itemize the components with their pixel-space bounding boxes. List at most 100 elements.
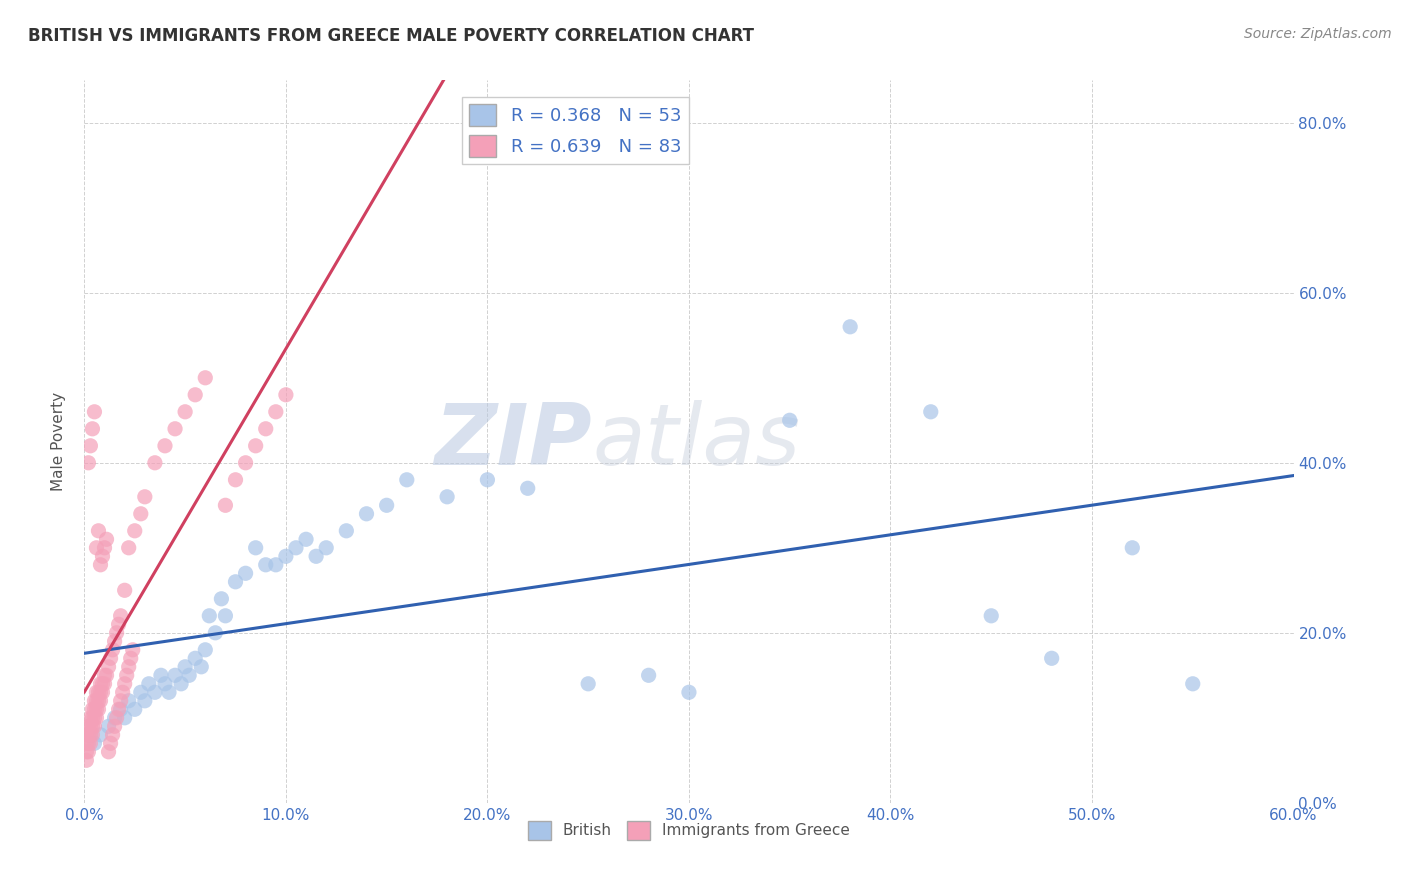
Point <box>114 711 136 725</box>
Point <box>194 642 217 657</box>
Point <box>124 524 146 538</box>
Point <box>118 694 141 708</box>
Point <box>118 541 141 555</box>
Point <box>82 711 104 725</box>
Point <box>83 405 105 419</box>
Point <box>235 566 257 581</box>
Point <box>157 685 180 699</box>
Point <box>315 541 337 555</box>
Text: atlas: atlas <box>592 400 800 483</box>
Text: BRITISH VS IMMIGRANTS FROM GREECE MALE POVERTY CORRELATION CHART: BRITISH VS IMMIGRANTS FROM GREECE MALE P… <box>28 27 754 45</box>
Point <box>75 736 97 750</box>
Point <box>134 694 156 708</box>
Point <box>100 651 122 665</box>
Point <box>107 702 129 716</box>
Point <box>91 549 114 564</box>
Point <box>111 685 134 699</box>
Point <box>110 702 132 716</box>
Point <box>920 405 942 419</box>
Point <box>79 439 101 453</box>
Point <box>165 668 187 682</box>
Text: Source: ZipAtlas.com: Source: ZipAtlas.com <box>1244 27 1392 41</box>
Point <box>104 719 127 733</box>
Point <box>89 677 111 691</box>
Point <box>245 541 267 555</box>
Point <box>170 677 193 691</box>
Point <box>93 541 115 555</box>
Point <box>174 660 197 674</box>
Text: ZIP: ZIP <box>434 400 592 483</box>
Point <box>83 711 105 725</box>
Point <box>395 473 418 487</box>
Point <box>93 677 115 691</box>
Point <box>204 625 226 640</box>
Point <box>254 558 277 572</box>
Point <box>225 473 247 487</box>
Point <box>335 524 357 538</box>
Point <box>97 745 120 759</box>
Point <box>87 524 110 538</box>
Point <box>129 507 152 521</box>
Point <box>86 694 108 708</box>
Point <box>174 405 197 419</box>
Point <box>75 728 97 742</box>
Point <box>264 558 287 572</box>
Point <box>82 422 104 436</box>
Point <box>190 660 212 674</box>
Point <box>274 549 297 564</box>
Point <box>138 677 160 691</box>
Point <box>839 319 862 334</box>
Point <box>89 728 111 742</box>
Point <box>516 481 538 495</box>
Point <box>120 651 142 665</box>
Point <box>82 728 104 742</box>
Point <box>79 728 101 742</box>
Point <box>96 668 118 682</box>
Point <box>77 719 100 733</box>
Point <box>678 685 700 699</box>
Point <box>209 591 232 606</box>
Point <box>214 498 236 512</box>
Point <box>121 642 143 657</box>
Point <box>235 456 257 470</box>
Point <box>101 728 124 742</box>
Point <box>165 422 187 436</box>
Point <box>75 753 97 767</box>
Y-axis label: Male Poverty: Male Poverty <box>51 392 66 491</box>
Point <box>77 745 100 759</box>
Point <box>104 711 127 725</box>
Point <box>779 413 801 427</box>
Point <box>179 668 201 682</box>
Point <box>285 541 308 555</box>
Point <box>198 608 221 623</box>
Point <box>295 533 318 547</box>
Point <box>114 677 136 691</box>
Point <box>77 736 100 750</box>
Point <box>107 617 129 632</box>
Point <box>91 685 114 699</box>
Point <box>264 405 287 419</box>
Point <box>129 685 152 699</box>
Point <box>118 660 141 674</box>
Point <box>83 719 105 733</box>
Point <box>477 473 499 487</box>
Point <box>153 439 176 453</box>
Point <box>86 702 108 716</box>
Point <box>356 507 378 521</box>
Point <box>82 719 104 733</box>
Point <box>75 745 97 759</box>
Point <box>254 422 277 436</box>
Point <box>101 642 124 657</box>
Point <box>184 651 207 665</box>
Point <box>83 702 105 716</box>
Point <box>184 388 207 402</box>
Point <box>980 608 1002 623</box>
Point <box>83 736 105 750</box>
Point <box>104 634 127 648</box>
Point <box>375 498 398 512</box>
Point <box>149 668 172 682</box>
Point <box>87 685 110 699</box>
Point <box>1040 651 1063 665</box>
Point <box>124 702 146 716</box>
Point <box>1121 541 1143 555</box>
